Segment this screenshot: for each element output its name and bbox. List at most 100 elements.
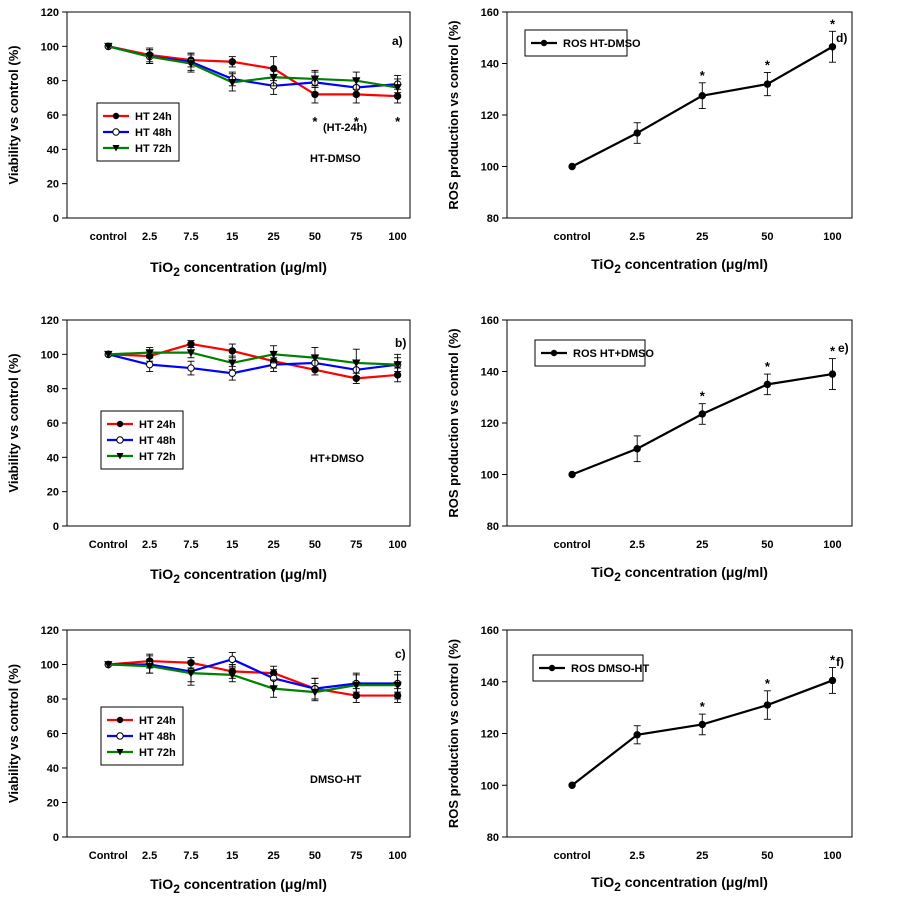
series-ros-ht-dmso bbox=[568, 30, 837, 171]
data-point bbox=[228, 369, 237, 377]
data-point bbox=[828, 43, 837, 51]
panel-label: a) bbox=[392, 34, 403, 48]
x-tick-label: 2.5 bbox=[630, 231, 645, 243]
y-tick-label: 120 bbox=[41, 315, 59, 327]
x-axis-title: TiO2 concentration (μg/ml) bbox=[150, 259, 327, 279]
series-line bbox=[108, 659, 398, 697]
legend: HT 24h HT 48h HT 72h bbox=[100, 410, 184, 470]
y-tick-label: 80 bbox=[47, 384, 59, 396]
y-tick-label: 140 bbox=[481, 59, 499, 71]
y-tick-label: 80 bbox=[487, 832, 499, 844]
legend: HT 24h HT 48h HT 72h bbox=[100, 706, 184, 766]
x-tick-label: 25 bbox=[268, 231, 280, 243]
y-tick-label: 160 bbox=[481, 7, 499, 19]
data-point bbox=[393, 361, 402, 369]
y-axis-title: Viability vs control (%) bbox=[6, 353, 21, 492]
x-tick-label: 50 bbox=[761, 850, 773, 862]
data-point bbox=[269, 350, 278, 359]
data-point bbox=[186, 669, 196, 678]
y-tick-label: 140 bbox=[481, 677, 499, 689]
legend-marker bbox=[548, 664, 556, 672]
x-tick-label: Control bbox=[89, 850, 128, 862]
panel-annotation: HT+DMSO bbox=[310, 453, 365, 465]
data-point bbox=[228, 655, 237, 664]
panel-annotation: DMSO-HT bbox=[310, 774, 362, 786]
y-tick-label: 160 bbox=[481, 315, 499, 327]
data-point bbox=[828, 676, 837, 685]
data-point bbox=[228, 671, 237, 680]
legend-label: HT 72h bbox=[135, 143, 172, 155]
series-ros-dmso-ht bbox=[568, 667, 837, 789]
series-line bbox=[108, 353, 398, 375]
data-point bbox=[186, 60, 196, 68]
data-point bbox=[698, 720, 706, 729]
chart-panel-b: 0 20 40 60 80 100 120 Control 2.5 7.5 15 25 50 75 100 T… bbox=[6, 315, 411, 586]
data-point bbox=[269, 73, 278, 82]
x-tick-label: 100 bbox=[388, 539, 406, 551]
data-point bbox=[310, 688, 320, 697]
significance-note: (HT-24h) bbox=[323, 122, 367, 134]
legend-label: HT 24h bbox=[139, 715, 176, 727]
data-point bbox=[352, 681, 361, 690]
legend-marker bbox=[116, 716, 124, 724]
significance-star: * bbox=[765, 58, 771, 73]
data-point bbox=[393, 681, 402, 690]
x-tick-label: 2.5 bbox=[142, 539, 157, 551]
x-tick-label: 2.5 bbox=[630, 539, 645, 551]
x-tick-label: control bbox=[553, 231, 590, 243]
x-tick-label: 100 bbox=[823, 850, 841, 862]
legend: HT 24h HT 48h HT 72h bbox=[96, 102, 180, 162]
y-tick-label: 120 bbox=[481, 110, 499, 122]
significance-star: * bbox=[700, 699, 706, 714]
significance-star: * bbox=[830, 16, 836, 31]
data-point bbox=[310, 354, 320, 363]
data-point bbox=[828, 370, 837, 378]
significance-star: * bbox=[700, 389, 706, 404]
x-axis-title: TiO2 concentration (μg/ml) bbox=[150, 876, 327, 896]
x-tick-label: 2.5 bbox=[142, 850, 157, 862]
y-tick-label: 60 bbox=[47, 418, 59, 430]
x-axis-title: TiO2 concentration (μg/ml) bbox=[150, 566, 327, 586]
x-axis-title: TiO2 concentration (μg/ml) bbox=[591, 256, 768, 276]
data-point bbox=[393, 84, 402, 92]
x-tick-label: 75 bbox=[350, 850, 362, 862]
x-axis-title: TiO2 concentration (μg/ml) bbox=[591, 874, 768, 894]
y-tick-label: 120 bbox=[41, 625, 59, 637]
y-tick-label: 80 bbox=[47, 76, 59, 88]
significance-star: * bbox=[830, 653, 836, 668]
panel-label: f) bbox=[836, 655, 844, 669]
x-tick-label: 25 bbox=[696, 539, 708, 551]
data-point bbox=[187, 364, 195, 372]
y-axis-title: ROS production vs control (%) bbox=[446, 20, 461, 209]
panel-label: d) bbox=[836, 31, 847, 45]
y-tick-label: 60 bbox=[47, 110, 59, 122]
y-tick-label: 0 bbox=[53, 213, 59, 225]
data-point bbox=[187, 340, 195, 348]
legend-marker bbox=[112, 128, 120, 136]
y-tick-label: 40 bbox=[47, 144, 59, 156]
legend-label: HT 72h bbox=[139, 747, 176, 759]
panel-label: c) bbox=[395, 647, 406, 661]
x-tick-label: control bbox=[553, 850, 590, 862]
significance-star: * bbox=[765, 676, 771, 691]
y-tick-label: 100 bbox=[41, 660, 59, 672]
y-tick-label: 80 bbox=[487, 213, 499, 225]
panel-annotation: HT-DMSO bbox=[310, 153, 361, 165]
data-point bbox=[145, 349, 154, 357]
series-line bbox=[108, 45, 398, 98]
legend-marker bbox=[116, 436, 124, 444]
data-point bbox=[228, 58, 237, 66]
legend-marker bbox=[116, 732, 124, 740]
data-point bbox=[633, 445, 641, 453]
significance-star: * bbox=[312, 114, 318, 129]
chart-panel-f: 80 100 120 140 160 control 2.5 25 50 100 TiO2 conc… bbox=[446, 625, 853, 894]
y-tick-label: 80 bbox=[487, 521, 499, 533]
data-point bbox=[763, 701, 772, 709]
x-tick-label: 50 bbox=[309, 539, 321, 551]
series-ht-72h bbox=[104, 42, 402, 97]
legend-label: HT 24h bbox=[135, 111, 172, 123]
y-tick-label: 100 bbox=[481, 780, 499, 792]
data-point bbox=[269, 685, 278, 693]
y-tick-label: 100 bbox=[481, 470, 499, 482]
x-tick-label: 50 bbox=[761, 539, 773, 551]
